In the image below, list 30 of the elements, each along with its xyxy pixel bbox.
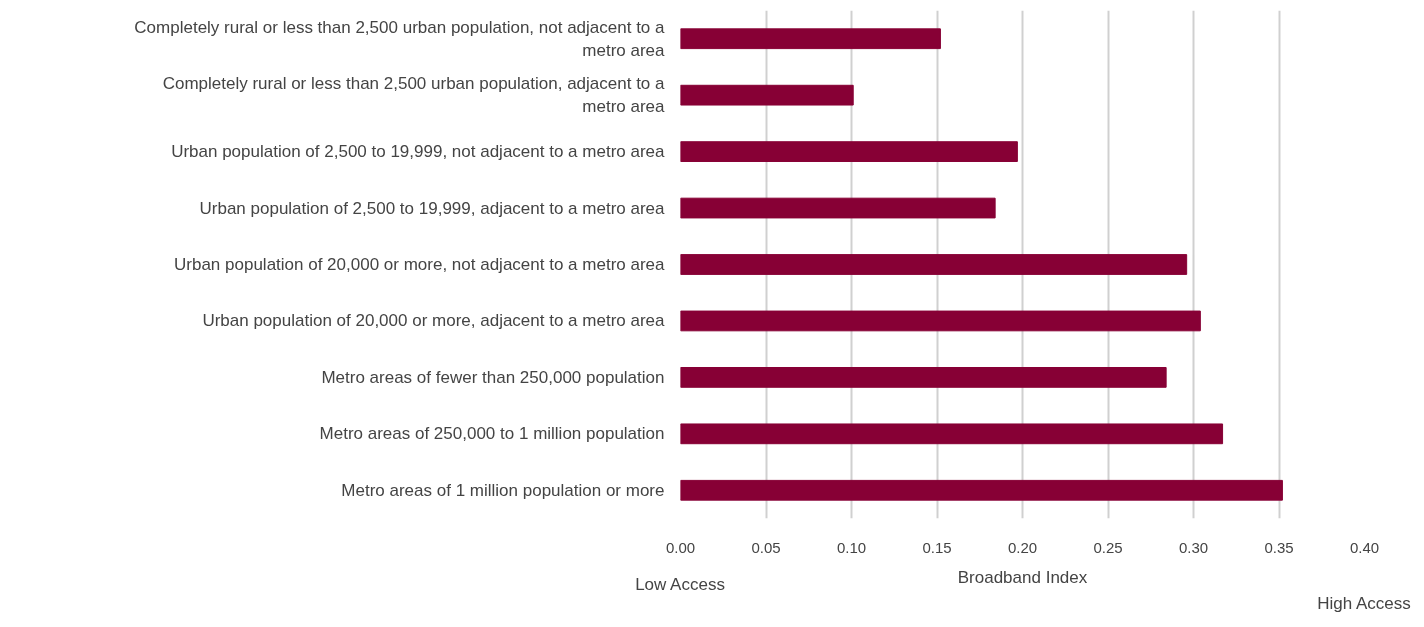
y-tick-label: Urban population of 20,000 or more, not adjacent to a metro area xyxy=(174,255,666,274)
bar xyxy=(680,254,1188,275)
y-tick-label: Urban population of 20,000 or more, adjacent to a metro area xyxy=(202,311,666,331)
bar xyxy=(680,197,996,219)
y-tick-label: Urban population of 2,500 to 19,999, not adjacent to a metro area xyxy=(171,142,666,162)
bar xyxy=(680,84,854,106)
x-tick-label: 0.00 xyxy=(665,538,696,556)
x-tick-label: 0.35 xyxy=(1264,538,1294,556)
y-tick-label: Metro areas of 1 million population or more xyxy=(341,480,665,500)
bar xyxy=(680,367,1167,388)
y-tick-label: Completely rural or less than 2,500 urban population, adjacent to a metro area xyxy=(162,74,666,117)
bar xyxy=(680,310,1201,332)
bar xyxy=(680,28,941,50)
y-tick-label: Metro areas of 250,000 to 1 million population xyxy=(319,424,665,444)
x-tick-label: 0.05 xyxy=(751,538,781,556)
text: Low Access xyxy=(635,574,725,594)
y-tick-label: Metro areas of fewer than 250,000 population xyxy=(321,367,665,387)
x-tick-label: 0.30 xyxy=(1178,538,1209,556)
bar xyxy=(680,423,1224,445)
x-tick-label: 0.15 xyxy=(922,538,952,556)
y-tick-label: Completely rural or less than 2,500 urban population, not adjacent to a metro area xyxy=(134,17,666,60)
x-tick-label: 0.20 xyxy=(1007,538,1038,556)
x-axis-title: Broadband Index xyxy=(957,567,1088,587)
text: High Access xyxy=(1317,593,1411,613)
y-tick-label: Urban population of 2,500 to 19,999, adjacent to a metro area xyxy=(199,198,666,218)
bar xyxy=(680,141,1018,162)
x-tick-label: 0.25 xyxy=(1093,538,1123,556)
bar xyxy=(680,479,1283,501)
x-tick-label: 0.10 xyxy=(836,538,867,556)
x-tick-label: 0.40 xyxy=(1349,538,1380,556)
